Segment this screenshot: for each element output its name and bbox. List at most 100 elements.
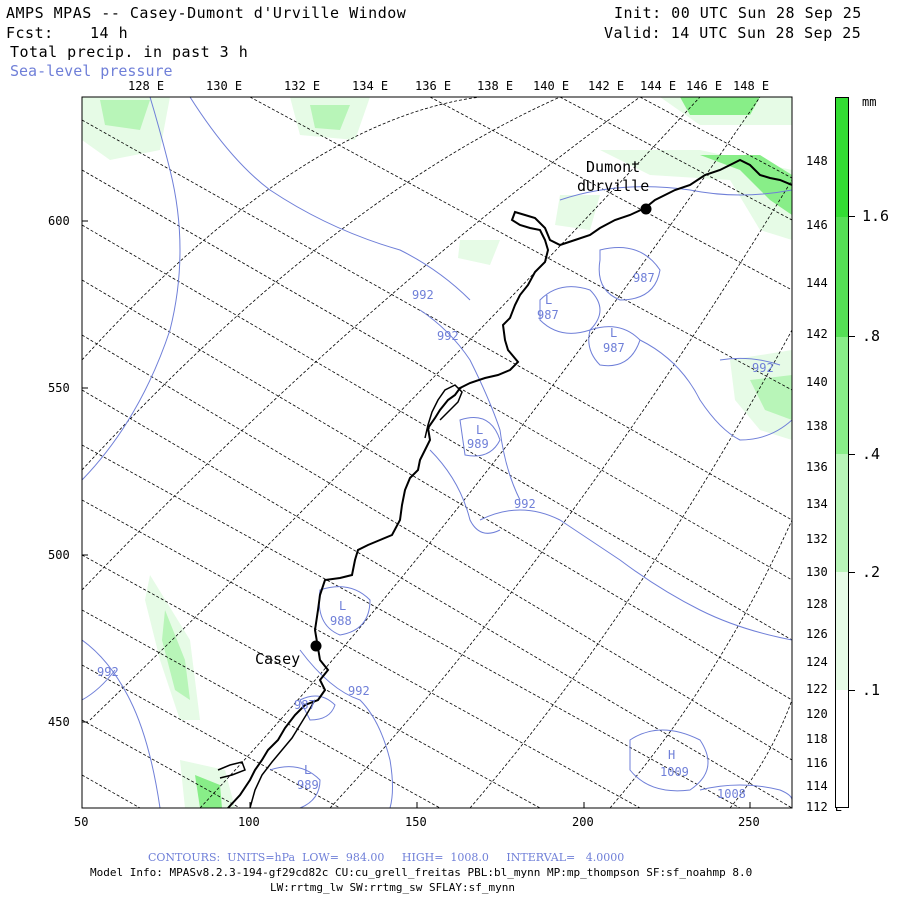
coastline-inner	[217, 761, 246, 779]
low-pressure-marker: L	[610, 326, 618, 340]
y-tick-label: 500	[48, 548, 70, 562]
precip-area	[162, 610, 190, 700]
pressure-contours	[82, 97, 792, 808]
model-info: Model Info: MPASv8.2.3-194-gf29cd82c CU:…	[90, 866, 753, 879]
low-pressure-marker: L	[304, 763, 312, 777]
precip-area	[700, 155, 792, 215]
x-tick-label: 100	[238, 815, 260, 829]
colorbar-tick	[849, 216, 855, 217]
precip-area	[100, 100, 150, 130]
pressure-label: 992	[514, 497, 536, 511]
right-lon-label: 124 E	[806, 655, 843, 669]
right-lon-label: 112 E	[806, 800, 843, 814]
pressure-label: 988	[330, 614, 352, 628]
colorbar-label: .1	[862, 681, 881, 699]
y-tick-label: 550	[48, 381, 70, 395]
graticule	[82, 97, 792, 808]
colorbar-frame	[835, 97, 849, 808]
precip-area	[555, 195, 600, 230]
pressure-label: 987	[294, 698, 316, 712]
y-tick-label: 600	[48, 214, 70, 228]
precip-area	[458, 240, 500, 265]
colorbar-label: 1.6	[862, 207, 890, 225]
right-lon-label: 130 E	[806, 565, 843, 579]
station-label-dumont-durville: Dumont dUrville	[577, 158, 650, 195]
precip-area	[680, 97, 760, 115]
pressure-label: 992	[412, 288, 434, 302]
top-lon-label: 140 E	[533, 79, 570, 93]
colorbar-tick	[849, 690, 855, 691]
x-tick-label: 50	[74, 815, 89, 829]
init-time: Init: 00 UTC Sun 28 Sep 25	[614, 4, 862, 22]
pressure-label: 992	[348, 684, 370, 698]
top-lon-label: 138 E	[477, 79, 514, 93]
pressure-label: 989	[467, 437, 489, 451]
right-lon-label: 122 E	[806, 682, 843, 696]
overlay-field-name: Sea-level pressure	[10, 62, 173, 80]
x-tick-label: 250	[738, 815, 760, 829]
physics-info: LW:rrtmg_lw SW:rrtmg_sw SFLAY:sf_mynn	[270, 881, 516, 894]
x-axis-ticks	[81, 802, 751, 808]
contour-info: CONTOURS: UNITS=hPa LOW= 984.00 HIGH= 10…	[148, 851, 625, 864]
station-label-casey: Casey	[255, 650, 301, 668]
right-lon-label: 116 E	[806, 756, 843, 770]
colorbar-label: .8	[862, 327, 881, 345]
colorbar-swatch	[835, 572, 849, 690]
pressure-label: 1009	[660, 765, 689, 779]
x-tick-label: 150	[405, 815, 427, 829]
precip-shading	[82, 97, 792, 808]
forecast-hour: 14 h	[90, 24, 129, 42]
top-lon-label: 136 E	[415, 79, 452, 93]
top-lon-label: 144 E	[640, 79, 677, 93]
colorbar-swatch	[835, 97, 849, 217]
right-lon-label: 126 E	[806, 627, 843, 641]
pressure-label: 987	[603, 341, 625, 355]
colorbar-tick	[849, 336, 855, 337]
y-axis-ticks	[82, 220, 88, 723]
pressure-label: 1008	[717, 787, 746, 801]
precip-area	[195, 775, 222, 808]
colorbar-unit: mm	[862, 95, 877, 109]
low-pressure-marker: L	[339, 599, 347, 613]
pressure-label: 992	[437, 329, 459, 343]
right-lon-label: 120 E	[806, 707, 843, 721]
dumont-durville-station-marker	[640, 203, 652, 215]
valid-time: Valid: 14 UTC Sun 28 Sep 25	[604, 24, 862, 42]
right-lon-label: 136 E	[806, 460, 843, 474]
pressure-label: 992	[97, 665, 119, 679]
map-frame	[81, 96, 793, 809]
top-lon-label: 132 E	[284, 79, 321, 93]
colorbar-tick	[849, 572, 855, 573]
colorbar-swatch	[835, 690, 849, 808]
pressure-label: 987	[537, 308, 559, 322]
low-pressure-marker: L	[545, 293, 553, 307]
top-lon-label: 130 E	[206, 79, 243, 93]
high-pressure-marker: H	[668, 748, 676, 762]
x-tick-label: 200	[572, 815, 594, 829]
colorbar-swatch	[835, 217, 849, 337]
casey-station-marker	[310, 640, 322, 652]
colorbar-tick	[849, 454, 855, 455]
right-lon-label: 134 E	[806, 497, 843, 511]
y-tick-label: 450	[48, 715, 70, 729]
precip-area	[750, 375, 792, 420]
top-lon-label: 142 E	[588, 79, 625, 93]
right-lon-label: 128 E	[806, 597, 843, 611]
colorbar-swatch	[835, 454, 849, 572]
right-lon-label: 138 E	[806, 419, 843, 433]
field-name: Total precip. in past 3 h	[10, 43, 249, 61]
top-lon-label: 148 E	[733, 79, 770, 93]
right-lon-label: 140 E	[806, 375, 843, 389]
pressure-label: 987	[633, 271, 655, 285]
right-lon-label: 114 E	[806, 779, 843, 793]
colorbar-swatch	[835, 337, 849, 454]
right-lon-label: 148 E	[806, 154, 843, 168]
coastline-inner	[424, 384, 463, 439]
colorbar-label: .2	[862, 563, 881, 581]
colorbar-label: .4	[862, 445, 881, 463]
right-lon-label: 118 E	[806, 732, 843, 746]
map-title: AMPS MPAS -- Casey-Dumont d'Urville Wind…	[6, 4, 407, 22]
right-lon-label: 142 E	[806, 327, 843, 341]
precip-area	[310, 105, 350, 130]
